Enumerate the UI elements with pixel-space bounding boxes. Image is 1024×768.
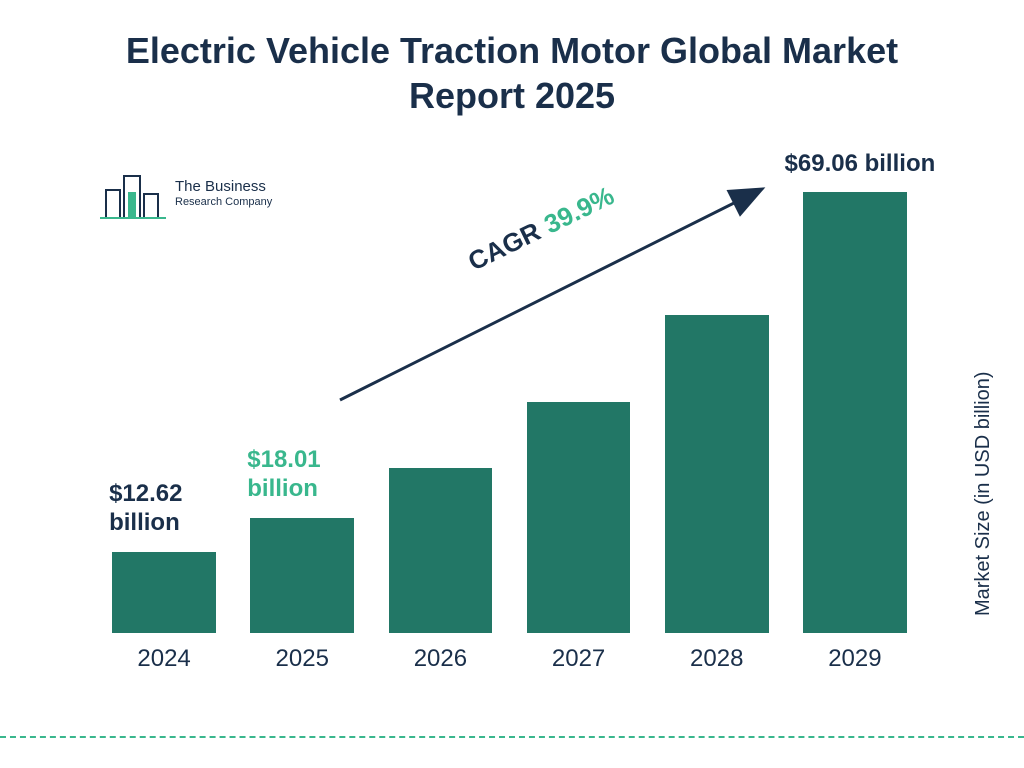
bar-value-label: $12.62billion — [109, 480, 229, 538]
bar-value-label: $18.01billion — [247, 446, 367, 504]
trend-arrow — [0, 0, 1024, 768]
bottom-dashed-divider — [0, 736, 1024, 738]
bar-value-label: $69.06 billion — [760, 150, 960, 179]
chart-container: Electric Vehicle Traction Motor Global M… — [0, 0, 1024, 768]
y-axis-label: Market Size (in USD billion) — [973, 372, 996, 617]
